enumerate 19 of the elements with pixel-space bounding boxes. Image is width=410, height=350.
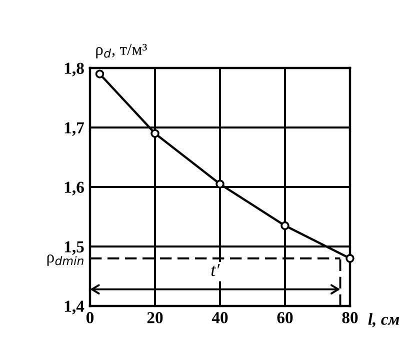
point	[150, 129, 160, 138]
x-tick-label: 40	[212, 312, 228, 324]
x-tick-label: 0	[86, 312, 94, 324]
x-axis-title: l, см	[368, 313, 400, 328]
y-axis-title: ρ$_{d}$, т/м³	[96, 44, 147, 58]
ref-line-label: ρ$_{dmin}$	[47, 254, 84, 266]
point	[346, 254, 354, 263]
point	[280, 221, 290, 230]
y-tick-label: 1,4	[64, 300, 84, 314]
y-tick-label: 1,6	[64, 182, 84, 196]
x-tick-label: 80	[342, 312, 358, 324]
x-tick-label: 60	[277, 312, 293, 324]
y-tick-label: 1,5	[64, 241, 84, 255]
x-tick-label: 20	[147, 312, 163, 324]
point	[216, 180, 224, 188]
point	[95, 70, 104, 78]
annotation: t′	[211, 264, 220, 276]
y-tick-label: 1,8	[64, 62, 84, 76]
y-tick-label: 1,7	[64, 122, 84, 136]
